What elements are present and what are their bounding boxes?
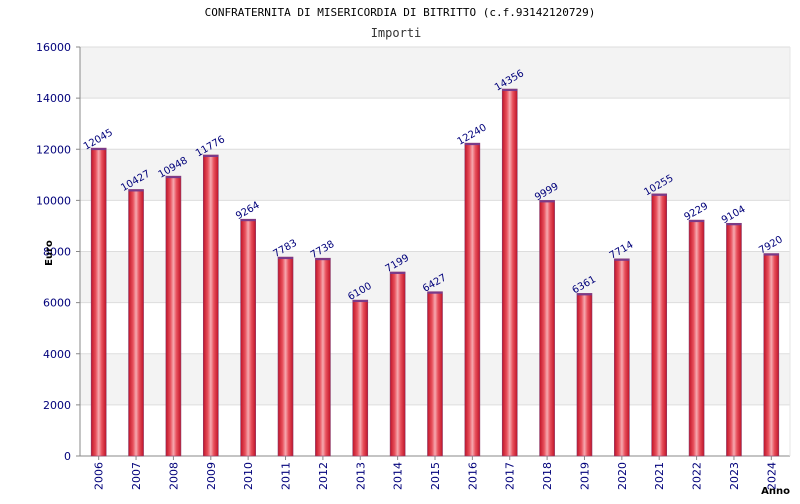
x-tick-label-2017: 2017	[504, 462, 517, 490]
x-tick-label-2018: 2018	[541, 462, 554, 490]
bar-2013	[352, 299, 369, 457]
x-tick-label-2021: 2021	[653, 462, 666, 490]
x-tick-label-2015: 2015	[429, 462, 442, 490]
bar-2020	[614, 258, 630, 457]
y-tick-label: 14000	[36, 92, 71, 105]
bar-cap-2016	[464, 143, 480, 146]
bar-2024	[763, 253, 780, 457]
grid-band	[80, 47, 790, 99]
x-axis-ticks: 2006 2007 2008 2009 2010 2011 2012 2013 2014 2015…	[93, 456, 778, 490]
bar-2012	[315, 257, 331, 457]
bar-cap-2022	[689, 220, 705, 223]
bar-2023	[726, 222, 742, 457]
bar-2018	[539, 200, 555, 457]
data-label-2010: 9264	[234, 200, 262, 222]
x-tick-label-2024: 2024	[765, 462, 778, 490]
x-tick-label-2013: 2013	[354, 462, 367, 490]
y-tick-label: 6000	[43, 297, 71, 310]
data-label-2022: 9229	[683, 201, 711, 223]
bar-cap-2017	[502, 89, 518, 92]
bar-cap-2020	[614, 258, 630, 261]
data-label-2023: 9104	[720, 204, 748, 226]
bar-2021	[651, 193, 668, 457]
x-tick-label-2012: 2012	[317, 462, 330, 490]
bar-cap-2013	[352, 300, 368, 303]
x-tick-label-2022: 2022	[691, 462, 704, 490]
x-tick-label-2008: 2008	[167, 462, 180, 490]
bar-cap-2024	[763, 253, 779, 256]
y-axis-ticks: 0 2000 4000 6000 8000 10000 12000 14000 16000	[36, 41, 80, 463]
x-tick-label-2010: 2010	[242, 462, 255, 490]
y-tick-label: 2000	[43, 399, 71, 412]
bar-cap-2010	[240, 219, 256, 222]
x-tick-label-2016: 2016	[466, 462, 479, 490]
bar-cap-2011	[278, 257, 294, 260]
grid-band	[80, 149, 790, 201]
bars	[90, 88, 780, 457]
chart-subtitle: Importi	[371, 26, 422, 40]
bar-2011	[277, 256, 294, 457]
bar-2008	[165, 175, 182, 457]
x-tick-label-2006: 2006	[93, 462, 106, 490]
x-tick-label-2023: 2023	[728, 462, 741, 490]
y-tick-label: 0	[64, 450, 71, 463]
x-tick-label-2011: 2011	[280, 462, 293, 490]
bar-cap-2012	[315, 258, 331, 261]
bar-cap-2019	[576, 293, 592, 296]
y-tick-label: 12000	[36, 143, 71, 156]
x-tick-label-2007: 2007	[130, 462, 143, 490]
bar-2006	[90, 147, 107, 457]
bar-2016	[464, 142, 481, 457]
y-tick-label: 8000	[43, 246, 71, 259]
x-tick-label-2019: 2019	[578, 462, 591, 490]
bar-2007	[128, 189, 144, 457]
y-axis-label: Euro	[44, 240, 55, 266]
bar-2019	[576, 293, 593, 457]
bar-cap-2014	[390, 271, 406, 274]
bar-cap-2023	[726, 223, 742, 226]
bar-cap-2015	[427, 291, 443, 294]
bar-cap-2006	[91, 148, 107, 151]
y-tick-label: 4000	[43, 348, 71, 361]
bar-cap-2021	[651, 193, 667, 196]
x-tick-label-2009: 2009	[205, 462, 218, 490]
bar-2009	[202, 154, 219, 457]
bar-cap-2007	[128, 189, 144, 192]
bar-2015	[427, 291, 443, 457]
x-tick-label-2014: 2014	[392, 462, 405, 490]
x-axis-label: Anno	[761, 486, 790, 497]
bar-2017	[501, 88, 518, 457]
bar-2014	[389, 271, 406, 457]
bar-cap-2009	[203, 154, 219, 157]
x-tick-label-2020: 2020	[616, 462, 629, 490]
bar-cap-2008	[165, 176, 181, 179]
y-tick-label: 10000	[36, 194, 71, 207]
y-tick-label: 16000	[36, 41, 71, 54]
bar-2010	[240, 218, 256, 457]
chart-title: CONFRATERNITA DI MISERICORDIA DI BITRITT…	[205, 6, 596, 19]
bar-cap-2018	[539, 200, 555, 203]
bar-2022	[688, 219, 705, 457]
